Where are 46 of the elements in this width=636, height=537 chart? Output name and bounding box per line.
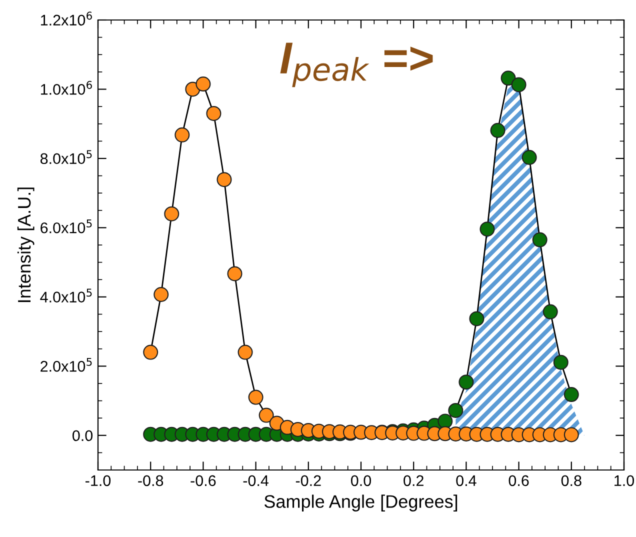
x-axis-title: Sample Angle [Degrees] <box>264 494 458 512</box>
point <box>216 172 232 188</box>
point <box>511 77 526 92</box>
point <box>258 408 274 423</box>
x-tick-label: -0.2 <box>296 475 321 486</box>
x-tick-label: -0.8 <box>138 475 164 486</box>
y-tick-label: 2.0x10$^{5}$ <box>40 358 92 372</box>
y-tick-label: 1.0x10$^{6}$ <box>40 80 92 95</box>
point <box>143 344 158 360</box>
point <box>500 70 516 86</box>
point <box>154 287 169 302</box>
point <box>227 266 242 282</box>
point <box>196 76 211 92</box>
point <box>458 374 474 390</box>
point <box>248 390 264 405</box>
x-tick-label: -0.4 <box>243 475 269 486</box>
point <box>553 354 568 370</box>
point <box>164 206 180 222</box>
y-tick-label: 6.0x10$^{5}$ <box>40 219 92 234</box>
y-tick-label: 0.0 <box>72 430 93 442</box>
point <box>448 402 464 418</box>
point <box>469 311 484 326</box>
x-tick-label: -0.6 <box>190 475 216 486</box>
point <box>490 122 506 138</box>
point <box>542 304 558 320</box>
y-tick-label: 1.2x10$^{6}$ <box>40 12 92 26</box>
point <box>206 106 222 121</box>
x-tick-label: 0.2 <box>404 475 424 486</box>
x-tick-label: 0.8 <box>561 475 582 486</box>
y-tick-label: 8.0x10$^{5}$ <box>40 150 92 164</box>
point <box>480 222 495 237</box>
x-tick-label: 1.0 <box>614 475 634 486</box>
annotation: I$_{peak}$ => <box>280 42 433 88</box>
point <box>238 344 253 360</box>
y-axis-title: Intensity [A.U.] <box>17 188 34 302</box>
point <box>522 150 537 165</box>
point <box>564 427 579 442</box>
point <box>564 387 579 402</box>
point <box>438 414 453 429</box>
x-tick-label: 0.4 <box>456 475 476 486</box>
x-tick-label: 0.6 <box>508 475 529 486</box>
x-tick-label: 0.0 <box>350 475 372 486</box>
y-tick-label: 4.0x10$^{5}$ <box>40 288 92 303</box>
point <box>174 127 190 142</box>
point <box>532 232 548 248</box>
x-tick-label: -1.0 <box>86 475 111 486</box>
